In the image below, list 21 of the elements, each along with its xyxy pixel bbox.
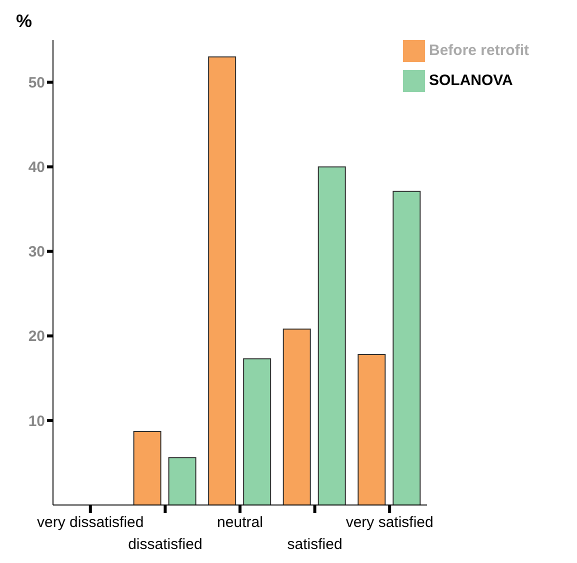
legend-label: SOLANOVA [428,72,513,89]
bar [318,166,346,505]
x-tick-label: very dissatisfied [37,514,144,531]
y-tick-label: 40 [28,159,45,176]
bar [133,430,162,505]
x-tick-label: neutral [217,514,263,531]
x-tick-label: dissatisfied [128,536,202,553]
y-tick-label: 30 [28,244,45,261]
bar [392,190,421,505]
y-axis-title: % [16,10,32,31]
y-tick-label: 10 [28,412,45,430]
y-tick-label: 20 [28,328,45,346]
y-tick-label: 50 [28,74,45,92]
legend-label: Before retrofit [428,42,529,59]
x-tick-label: very satisfied [346,514,434,531]
bar [358,354,386,505]
bar [208,56,236,505]
bar [168,457,196,505]
bar [243,358,272,505]
x-tick-label: satisfied [287,536,342,553]
bar [282,328,311,505]
